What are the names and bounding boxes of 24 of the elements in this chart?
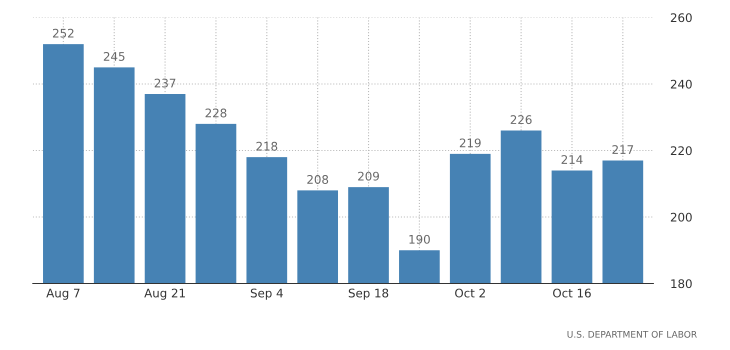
x-tick-label: Oct 2 bbox=[455, 288, 485, 298]
data-label: 190 bbox=[409, 234, 430, 244]
x-tick-label: Sep 18 bbox=[348, 288, 388, 300]
y-tick-label: 240 bbox=[670, 80, 692, 89]
y-tick-label: 200 bbox=[670, 212, 692, 222]
data-label: 219 bbox=[460, 138, 481, 148]
text: U.S. DEPARTMENT OF LABOR bbox=[568, 330, 697, 338]
data-label: 214 bbox=[562, 155, 583, 164]
x-tick-label: Sep 4 bbox=[250, 288, 283, 300]
y-tick-label: 180 bbox=[671, 279, 692, 288]
data-label: 209 bbox=[358, 172, 379, 181]
data-label: 252 bbox=[52, 28, 74, 38]
x-tick-label: Aug 21 bbox=[144, 288, 185, 300]
data-label: 217 bbox=[612, 145, 634, 154]
x-tick-label: Oct 16 bbox=[553, 288, 591, 298]
data-label: 228 bbox=[206, 108, 226, 118]
y-tick-label: 220 bbox=[670, 146, 692, 156]
data-label: 226 bbox=[510, 115, 532, 124]
y-tick-label: 260 bbox=[670, 13, 692, 22]
x-tick-label: Aug 7 bbox=[46, 288, 80, 300]
data-label: 245 bbox=[104, 52, 124, 61]
data-label: 218 bbox=[256, 142, 278, 151]
data-label: 237 bbox=[154, 78, 176, 88]
data-label: 208 bbox=[307, 175, 328, 184]
